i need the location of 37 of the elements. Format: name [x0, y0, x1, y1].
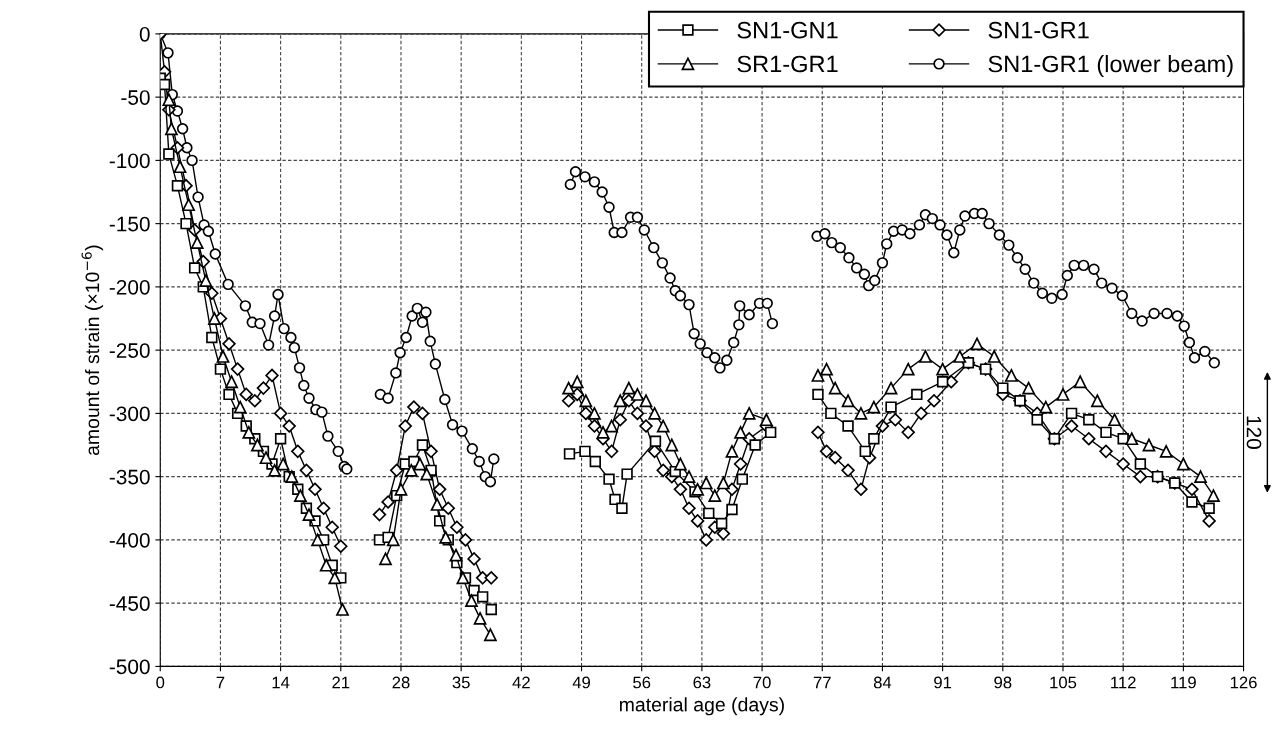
x-tick-label: 77: [813, 676, 831, 689]
y-tick-label: -200: [109, 279, 150, 295]
x-tick-label: 35: [452, 676, 470, 689]
legend-label: SR1-GR1: [737, 55, 838, 73]
y-tick-label: -150: [109, 216, 150, 232]
x-tick-label: 84: [873, 676, 892, 689]
y-tick-label: -350: [109, 469, 150, 485]
x-axis-title: material age (days): [619, 697, 784, 716]
x-tick-label: 21: [332, 676, 350, 689]
legend-label: SN1-GR1: [988, 21, 1089, 39]
y-tick-label: -400: [109, 532, 150, 548]
x-tick-label: 28: [392, 676, 410, 689]
x-tick-label: 7: [216, 676, 225, 689]
y-tick-label: -500: [109, 659, 150, 675]
y-tick-label: -50: [121, 90, 150, 105]
x-tick-label: 70: [753, 676, 771, 689]
x-tick-label: 42: [512, 676, 530, 689]
x-tick-label: 49: [572, 676, 591, 689]
x-tick-label: 14: [272, 676, 290, 689]
y-tick-label: 0: [139, 26, 150, 42]
legend-label: SN1-GN1: [737, 21, 838, 39]
y-tick-label: -450: [109, 596, 150, 611]
y-tick-label: -300: [109, 406, 150, 422]
x-tick-label: 91: [934, 676, 952, 689]
x-tick-label: 0: [156, 676, 165, 689]
legend-label: SN1-GR1 (lower beam): [988, 55, 1233, 78]
x-tick-label: 63: [693, 676, 711, 689]
x-tick-label: 98: [994, 676, 1012, 689]
y-tick-label: -250: [109, 343, 150, 358]
text: 120: [1246, 416, 1262, 449]
x-tick-label: 56: [633, 676, 651, 689]
x-tick-label: 126: [1230, 676, 1257, 689]
x-tick-label: 119: [1171, 676, 1196, 689]
x-tick-label: 105: [1050, 676, 1077, 689]
x-tick-label: 112: [1111, 676, 1136, 689]
y-tick-label: -100: [109, 153, 150, 169]
y-axis-title: amount of strain (×10$^{−6}$): [81, 245, 104, 456]
